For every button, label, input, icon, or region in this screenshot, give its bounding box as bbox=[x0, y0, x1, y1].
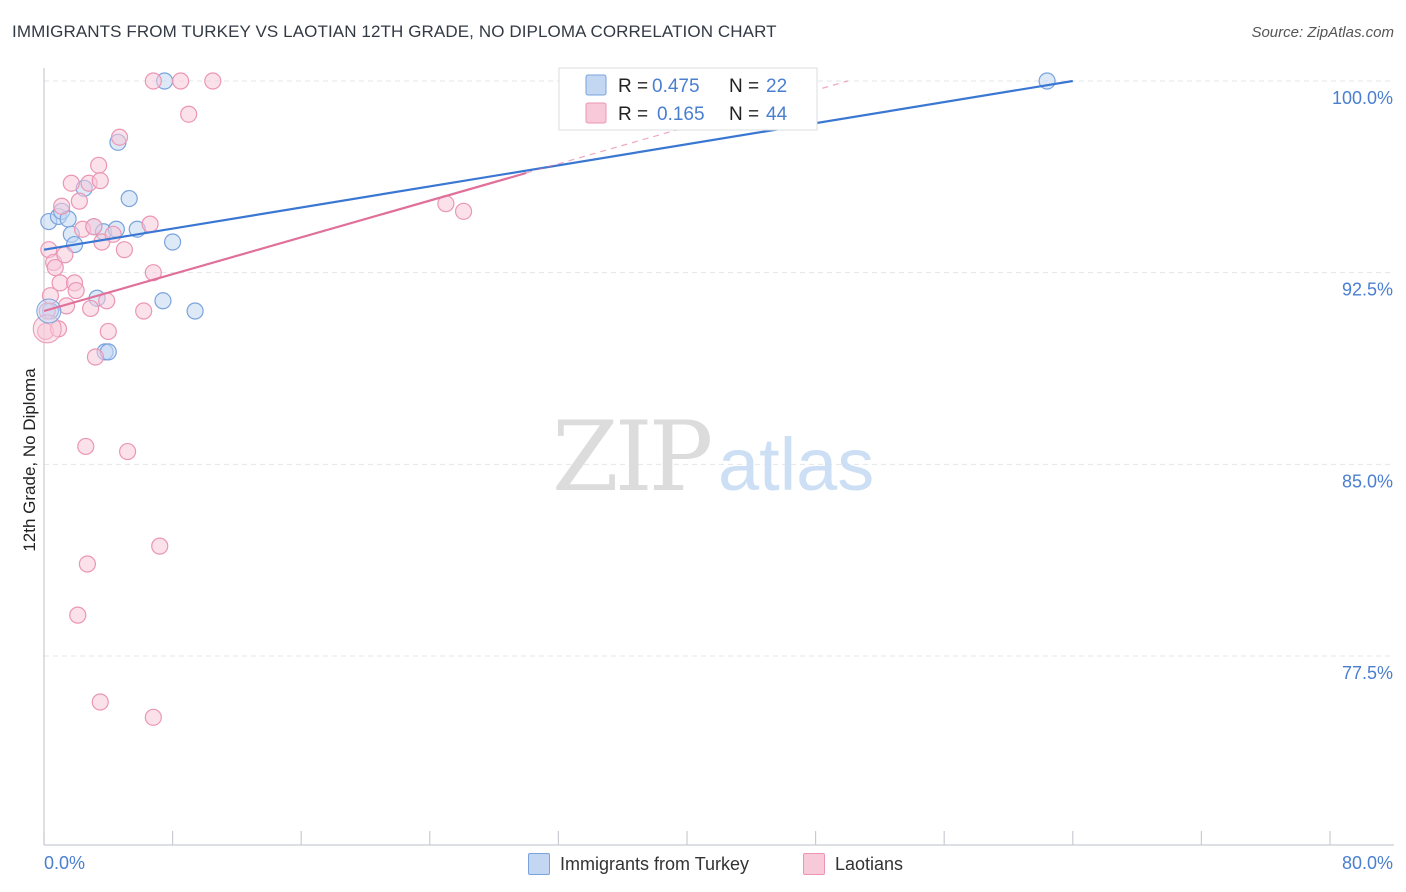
laotian-point bbox=[46, 258, 64, 277]
laotian-point bbox=[99, 322, 117, 341]
laotian-point bbox=[91, 172, 109, 190]
laotian-point bbox=[172, 72, 190, 90]
laotian-point bbox=[62, 174, 80, 192]
y-tick-label: 92.5% bbox=[1342, 280, 1393, 300]
n-label: N = bbox=[729, 104, 759, 125]
laotian-point bbox=[70, 192, 88, 210]
chart-title: IMMIGRANTS FROM TURKEY VS LAOTIAN 12TH G… bbox=[12, 22, 777, 41]
turkey-cluster bbox=[36, 298, 62, 324]
laotian-point bbox=[454, 202, 473, 220]
laotian-point bbox=[53, 197, 71, 215]
r-value: 0.165 bbox=[657, 104, 705, 125]
x-tick-label-max: 80.0% bbox=[1342, 853, 1393, 873]
laotian-point bbox=[69, 606, 87, 624]
laotian-point bbox=[77, 437, 95, 456]
laotian-point bbox=[144, 708, 162, 726]
n-value: 22 bbox=[766, 76, 787, 97]
legend-swatch-blue bbox=[528, 853, 550, 875]
y-tick-label: 100.0% bbox=[1332, 88, 1393, 108]
y-tick-label: 77.5% bbox=[1342, 663, 1393, 683]
top-legend-swatch-pink bbox=[585, 102, 607, 124]
turkey-point bbox=[120, 189, 138, 208]
x-tick-label-min: 0.0% bbox=[44, 853, 85, 873]
laotian-point bbox=[118, 442, 137, 461]
bottom-legend: Immigrants from Turkey Laotians bbox=[0, 850, 1406, 880]
top-legend-swatch-blue bbox=[585, 74, 607, 96]
n-label: N = bbox=[729, 76, 759, 97]
y-tick-label: 85.0% bbox=[1342, 471, 1393, 491]
laotian-point bbox=[67, 281, 85, 300]
legend-label-turkey: Immigrants from Turkey bbox=[560, 853, 750, 874]
laotian-point bbox=[135, 302, 153, 320]
watermark-zip: ZIP bbox=[552, 401, 711, 513]
laotian-point bbox=[141, 215, 159, 233]
n-value: 44 bbox=[766, 104, 788, 125]
legend-item-turkey[interactable]: Immigrants from Turkey bbox=[528, 853, 749, 875]
laotian-point bbox=[151, 537, 169, 555]
r-value: 0.475 bbox=[652, 76, 700, 97]
laotian-point bbox=[144, 72, 162, 90]
turkey-point bbox=[186, 302, 204, 320]
legend-item-laotians[interactable]: Laotians bbox=[803, 853, 903, 875]
laotian-point bbox=[51, 274, 69, 292]
watermark-atlas: atlas bbox=[718, 423, 874, 506]
laotian-point bbox=[56, 246, 74, 264]
legend-label-laotians: Laotians bbox=[835, 853, 904, 874]
turkey-trend-line bbox=[43, 79, 1073, 251]
laotian-point bbox=[82, 299, 100, 318]
laotian-point bbox=[90, 156, 108, 174]
laotian-trend-line bbox=[43, 171, 527, 313]
r-label: R = bbox=[618, 76, 648, 97]
r-label: R = bbox=[618, 104, 648, 125]
laotian-point bbox=[85, 218, 103, 236]
laotian-point bbox=[115, 241, 133, 259]
laotian-point bbox=[110, 128, 129, 146]
turkey-point bbox=[164, 233, 182, 251]
laotian-point bbox=[86, 348, 105, 366]
laotian-point bbox=[204, 72, 222, 90]
turkey-point bbox=[154, 292, 172, 310]
laotian-point bbox=[78, 555, 97, 573]
laotian-point bbox=[180, 105, 198, 123]
laotian-point bbox=[91, 693, 109, 711]
top-legend: R = 0.475 N = 22 R = 0.165 N = 44 bbox=[558, 67, 818, 131]
source-label: Source: ZipAtlas.com bbox=[1251, 24, 1394, 41]
legend-swatch-pink bbox=[803, 853, 825, 875]
